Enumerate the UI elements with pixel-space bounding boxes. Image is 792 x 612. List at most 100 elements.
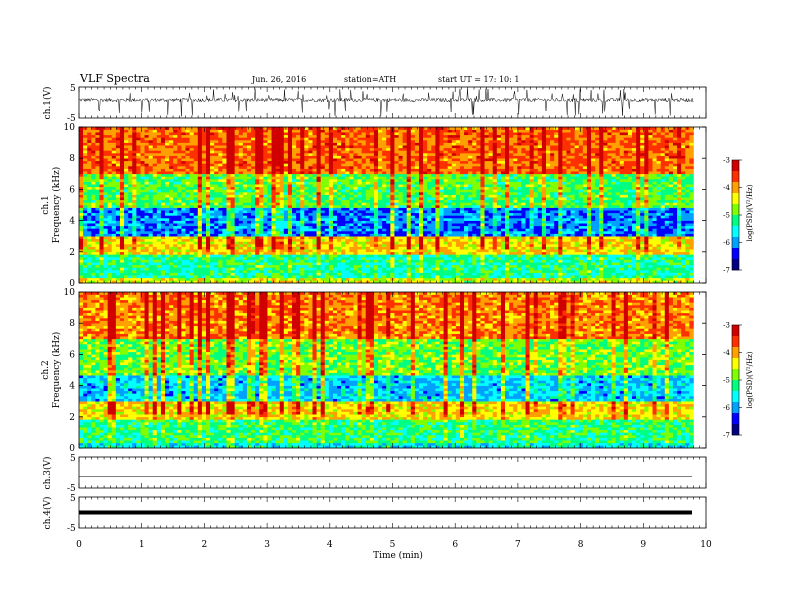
spectrogram-cell [111, 272, 117, 276]
spectrogram-cell [382, 199, 387, 203]
spectrogram-cell [279, 142, 285, 146]
spectrogram-cell [201, 189, 207, 193]
spectrogram-cell [251, 142, 256, 146]
spectrogram-cell [201, 275, 207, 279]
spectrogram-cell [197, 251, 203, 255]
spectrogram-cell [185, 270, 190, 273]
spectrogram-cell [324, 186, 330, 190]
spectrogram-cell [197, 163, 203, 167]
spectrogram-cell [275, 155, 281, 159]
spectrogram-cell [210, 267, 215, 271]
spectrogram-cell [386, 270, 391, 273]
spectrogram-cell [279, 179, 285, 182]
spectrogram-cell [304, 241, 309, 245]
spectrogram-cell [361, 207, 367, 211]
spectrogram-cell [267, 280, 272, 284]
spectrogram-cell [148, 207, 154, 211]
spectrogram-cell [222, 270, 227, 273]
spectrogram-cell [378, 168, 383, 172]
spectrogram-cell [263, 249, 268, 253]
spectrogram-cell [353, 251, 358, 255]
spectrogram-cell [353, 181, 358, 185]
spectrogram-cell [111, 275, 117, 279]
spectrogram-cell [246, 192, 252, 195]
spectrogram-cell [357, 259, 362, 263]
spectrogram-cell [169, 225, 174, 229]
spectrogram-cell [111, 184, 117, 188]
spectrogram-cell [337, 127, 342, 130]
spectrogram-cell [279, 137, 285, 141]
spectrogram-cell [287, 233, 293, 237]
spectrogram-cell [287, 202, 293, 206]
spectrogram-cell [91, 150, 96, 154]
spectrogram-cell [287, 192, 293, 195]
spectrogram-cell [255, 173, 260, 177]
spectrogram-cell [316, 186, 321, 190]
spectrogram-cell [107, 259, 113, 263]
spectrogram-cell [267, 194, 272, 198]
spectrogram-cell [271, 238, 276, 242]
spectrogram-cell [189, 142, 194, 146]
spectrogram-cell [292, 147, 297, 151]
spectrogram-cell [152, 210, 158, 214]
spectrogram-cell [382, 233, 387, 237]
spectrogram-cell [210, 233, 215, 237]
spectrogram-cell [189, 205, 194, 208]
spectrogram-cell [181, 210, 186, 214]
spectrogram-cell [382, 212, 387, 216]
spectrogram-cell [341, 223, 346, 227]
spectrogram-cell [152, 129, 158, 133]
spectrogram-cell [369, 197, 375, 201]
spectrogram-cell [156, 225, 162, 229]
spectrogram-cell [165, 212, 170, 216]
spectrogram-cell [406, 176, 412, 180]
spectrogram-cell [214, 150, 219, 154]
spectrogram-cell [234, 275, 240, 279]
spectrogram-cell [185, 225, 190, 229]
spectrogram-cell [369, 215, 375, 219]
spectrogram-cell [378, 275, 383, 279]
spectrogram-cell [148, 272, 154, 276]
spectrogram-cell [242, 160, 248, 164]
spectrogram-cell [308, 145, 313, 149]
spectrogram-cell [349, 236, 354, 240]
spectrogram-cell [99, 205, 104, 208]
spectrogram-cell [156, 275, 162, 279]
spectrogram-cell [386, 244, 391, 247]
spectrogram-cell [152, 147, 158, 151]
spectrogram-cell [304, 257, 309, 260]
spectrogram-cell [128, 251, 133, 255]
spectrogram-cell [201, 267, 207, 271]
spectrogram-cell [226, 236, 231, 240]
spectrogram-cell [226, 147, 231, 151]
spectrogram-cell [222, 158, 227, 162]
spectrogram-cell [165, 236, 170, 240]
spectrogram-cell [365, 223, 371, 227]
spectrogram-cell [201, 192, 207, 195]
spectrogram-cell [103, 251, 108, 255]
spectrogram-cell [271, 160, 276, 164]
spectrogram-cell [316, 158, 321, 162]
spectrogram-cell [308, 272, 313, 276]
spectrogram-cell [402, 166, 408, 169]
spectrogram-cell [292, 236, 297, 240]
spectrogram-cell [242, 186, 248, 190]
spectrogram-cell [361, 194, 367, 198]
spectrogram-cell [238, 257, 244, 260]
spectrogram-cell [234, 153, 240, 156]
spectrogram-cell [414, 207, 420, 211]
spectrogram-cell [156, 127, 162, 130]
spectrogram-cell [189, 194, 194, 198]
spectrogram-cell [91, 275, 96, 279]
spectrogram-cell [136, 272, 141, 276]
spectrogram-cell [177, 212, 182, 216]
spectrogram-cell [410, 241, 416, 245]
spectrogram-cell [193, 233, 199, 237]
spectrogram-cell [320, 134, 326, 138]
spectrogram-cell [267, 192, 272, 195]
spectrogram-cell [369, 241, 375, 245]
spectrogram-cell [373, 197, 379, 201]
spectrogram-cell [287, 160, 293, 164]
spectrogram-cell [345, 254, 350, 258]
spectrogram-cell [296, 218, 301, 221]
